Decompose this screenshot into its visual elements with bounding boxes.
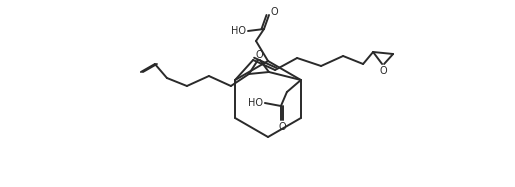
Text: O: O xyxy=(379,66,387,76)
Text: HO: HO xyxy=(232,26,247,36)
Text: HO: HO xyxy=(248,98,263,108)
Text: O: O xyxy=(278,122,286,132)
Text: O: O xyxy=(270,7,278,17)
Text: O: O xyxy=(255,50,263,60)
